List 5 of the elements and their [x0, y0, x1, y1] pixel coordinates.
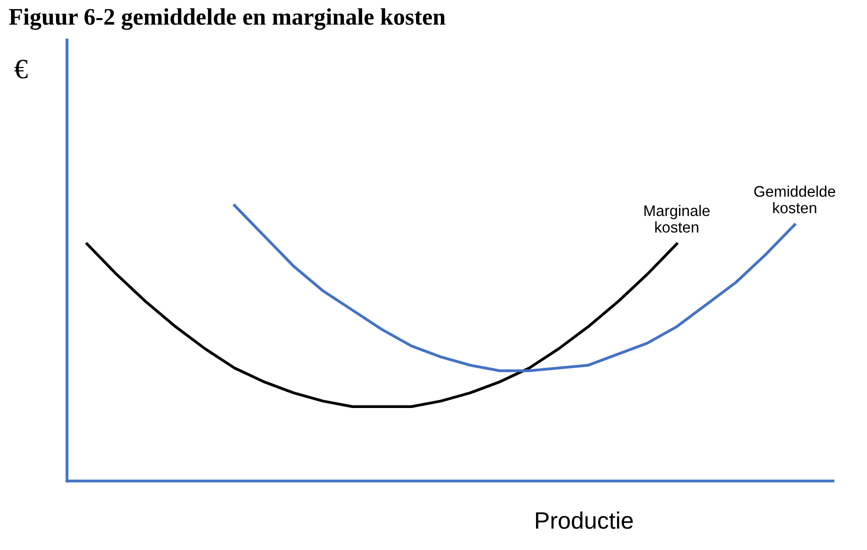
series-label: Marginale kosten	[644, 204, 710, 233]
chart-title: Figuur 6-2 gemiddelde en marginale kosten	[9, 8, 446, 30]
series-label: Gemiddelde kosten	[754, 186, 836, 214]
x-axis-title: Productie	[536, 512, 633, 529]
y-axis-title: €	[14, 60, 28, 78]
